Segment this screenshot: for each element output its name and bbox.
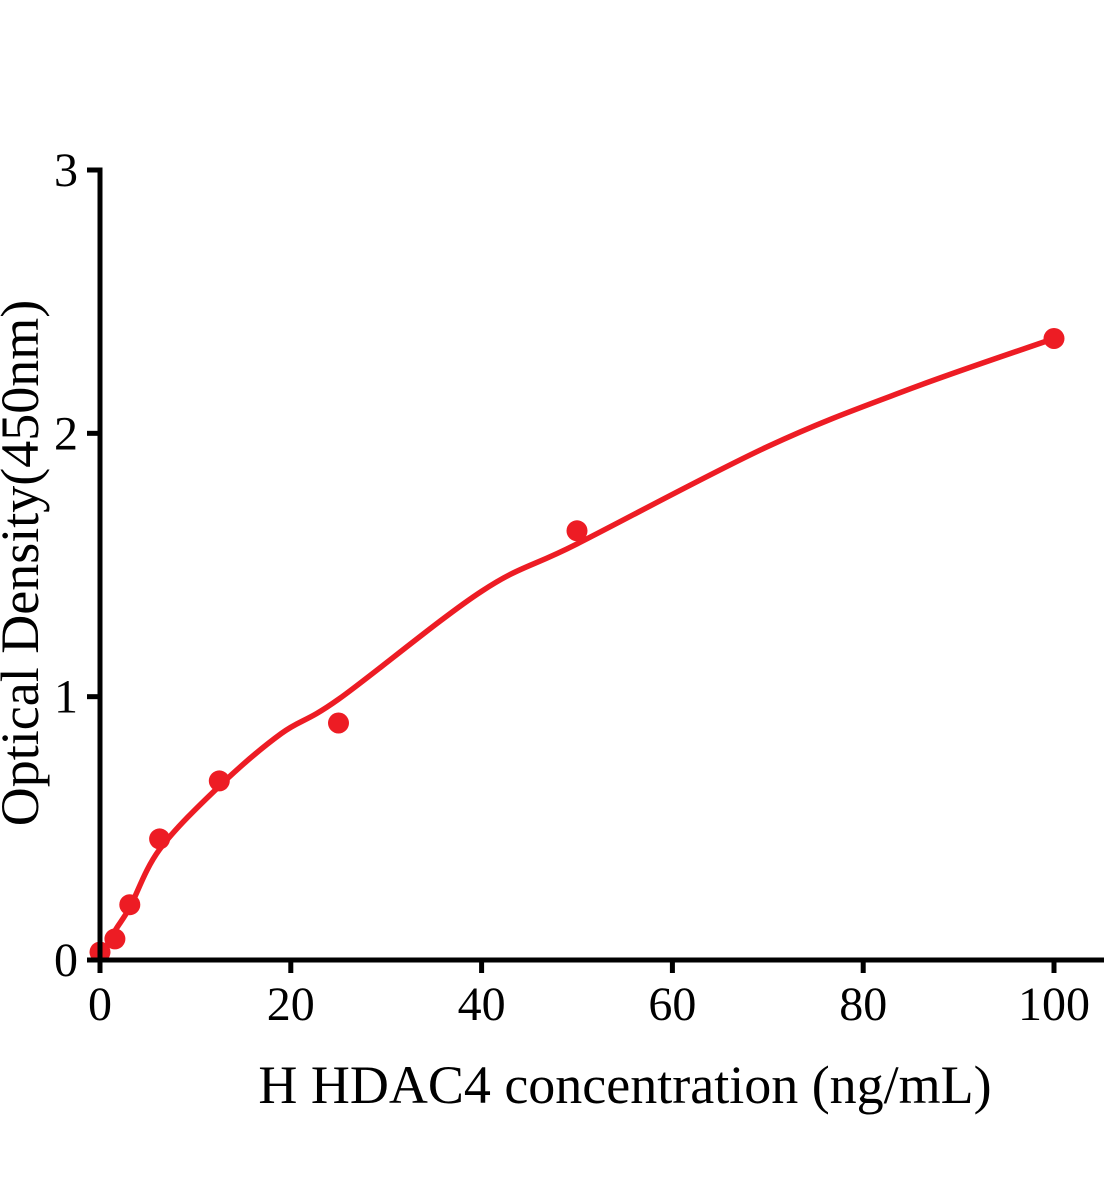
data-point (328, 712, 349, 734)
x-tick-label: 100 (1018, 978, 1090, 1031)
data-point (566, 520, 588, 542)
fit-curve (97, 335, 1057, 963)
fit-curve-layer (97, 335, 1057, 963)
x-axis-label: H HDAC4 concentration (ng/mL) (258, 1055, 991, 1115)
x-axis-ticks: 0 20 40 60 80 100 (88, 960, 1090, 1031)
data-point (149, 828, 171, 850)
axes-layer: 0 20 40 60 80 100 0 1 2 3 (54, 144, 1104, 1031)
x-tick-label: 40 (458, 978, 506, 1031)
y-tick-label: 2 (54, 407, 78, 460)
y-tick-label: 0 (54, 934, 78, 987)
y-axis-label: Optical Density(450nm) (0, 300, 50, 826)
y-tick-label: 1 (54, 671, 78, 724)
x-tick-label: 60 (648, 978, 696, 1031)
data-point (104, 928, 126, 950)
data-point (119, 894, 141, 916)
x-tick-label: 80 (839, 978, 887, 1031)
data-point (1043, 328, 1065, 349)
data-points-layer (89, 328, 1065, 963)
x-tick-label: 20 (267, 978, 315, 1031)
data-point (208, 770, 230, 792)
y-tick-label: 3 (54, 144, 78, 197)
x-tick-label: 0 (88, 978, 112, 1031)
y-axis-ticks: 0 1 2 3 (54, 144, 100, 987)
